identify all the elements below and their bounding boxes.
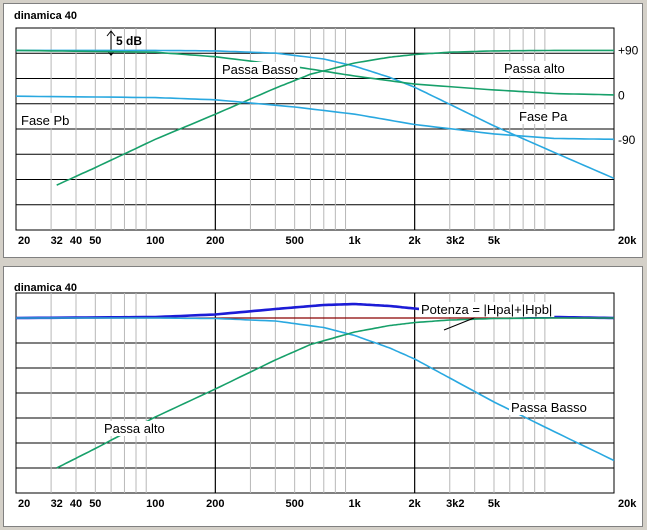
annotation-bg bbox=[102, 421, 167, 436]
x-tick-label: 40 bbox=[70, 235, 82, 247]
chart-panel-bottom: dinamica 40 20 32 40 50 100 200 500 1k 2k 3k2 5k 20k… bbox=[3, 266, 643, 527]
annotation-bg bbox=[509, 400, 589, 415]
annotation-bg bbox=[517, 109, 570, 124]
x-tick-label: 40 bbox=[70, 498, 82, 510]
annotation-passa-alto: Passa alto bbox=[104, 421, 165, 436]
x-tick-label: 20 bbox=[18, 498, 30, 510]
chart-top: dinamica 40 20 32 40 50 100 200 500 1k 2k 3k2 5k 20k… bbox=[14, 10, 639, 247]
x-tick-label: 100 bbox=[146, 498, 164, 510]
x-tick-label: 500 bbox=[285, 235, 303, 247]
x-tick-label: 2k bbox=[409, 235, 422, 247]
chart-title: dinamica 40 bbox=[14, 10, 77, 22]
x-tick-label: 5k bbox=[488, 235, 501, 247]
annotation-passa-alto: Passa alto bbox=[504, 61, 565, 76]
x-tick-label: 20 bbox=[18, 235, 30, 247]
series-line-fase-pb bbox=[15, 95, 615, 141]
chart-panel-top: dinamica 40 20 32 40 50 100 200 500 1k 2k 3k2 5k 20k… bbox=[3, 3, 643, 258]
x-tick-label: 20k bbox=[618, 498, 637, 510]
x-tick-label: 32 bbox=[51, 235, 63, 247]
series-line-passa-alto bbox=[56, 317, 614, 469]
x-tick-label: 5k bbox=[488, 498, 501, 510]
series-line-passa-basso bbox=[16, 317, 615, 462]
x-tick-label: 50 bbox=[89, 498, 101, 510]
x-tick-label: 50 bbox=[89, 235, 101, 247]
x-tick-label: 100 bbox=[146, 235, 164, 247]
annotation-bg bbox=[419, 302, 555, 317]
annotation-passa-basso: Passa Basso bbox=[222, 62, 298, 77]
chart-title: dinamica 40 bbox=[14, 282, 77, 294]
series-line-passa-basso bbox=[16, 49, 615, 180]
annotation-passa-basso: Passa Basso bbox=[511, 400, 587, 415]
annotation-bg bbox=[502, 61, 567, 76]
x-tick-label: 200 bbox=[206, 235, 224, 247]
phase-tick-label: 0 bbox=[618, 88, 625, 102]
x-tick-label: 1k bbox=[349, 498, 362, 510]
x-tick-label: 20k bbox=[618, 235, 637, 247]
x-tick-label: 2k bbox=[409, 498, 422, 510]
annotation-fase-pa: Fase Pa bbox=[519, 109, 568, 124]
annotation-fase-pb: Fase Pb bbox=[21, 113, 69, 128]
x-tick-label: 3k2 bbox=[446, 498, 464, 510]
annotation-leader bbox=[443, 317, 475, 331]
x-tick-label: 3k2 bbox=[446, 235, 464, 247]
annotation-bg bbox=[220, 62, 300, 77]
x-tick-label: 32 bbox=[51, 498, 63, 510]
x-tick-label: 500 bbox=[285, 498, 303, 510]
annotation-bg bbox=[19, 113, 72, 128]
series-line-fase-pa bbox=[15, 49, 615, 96]
phase-tick-label: -90 bbox=[618, 133, 636, 147]
chart-bottom: dinamica 40 20 32 40 50 100 200 500 1k 2k 3k2 5k 20k… bbox=[14, 282, 637, 510]
phase-tick-label: +90 bbox=[618, 43, 639, 57]
series-line-passa-alto bbox=[56, 49, 614, 186]
x-tick-label: 200 bbox=[206, 498, 224, 510]
x-tick-label: 1k bbox=[349, 235, 362, 247]
annotation-potenza-hpa-hpb: Potenza = |Hpa|+|Hpb| bbox=[421, 302, 552, 317]
scale-marker-label: 5 dB bbox=[116, 34, 142, 48]
